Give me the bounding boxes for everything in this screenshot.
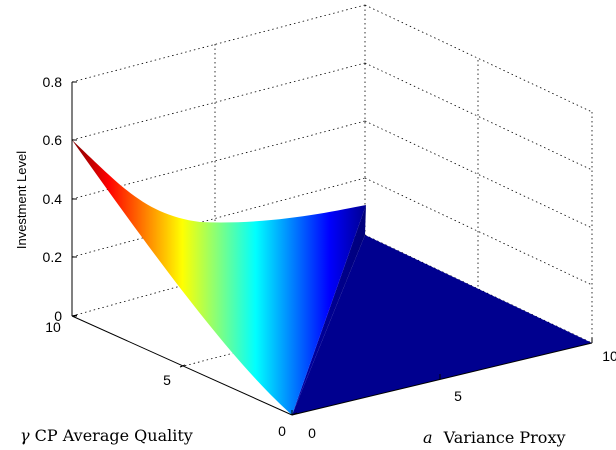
a-tick-label: 5: [454, 388, 462, 404]
grid-left-z-02: [71, 177, 366, 258]
a-tick-label: 0: [308, 425, 316, 441]
z-tick-label: 0.2: [43, 249, 63, 265]
grid-right-z-06: [364, 62, 593, 171]
gamma-tick-mark: [291, 412, 298, 416]
grid-right-z-04: [364, 120, 593, 229]
z-tick-label: 0.4: [43, 191, 63, 207]
gamma-tick-label: 5: [163, 372, 171, 388]
z-axis-label: Investment Level: [14, 151, 29, 249]
a-symbol: a: [423, 428, 433, 447]
surface-rising-sheet: [72, 140, 366, 415]
grid-right-z-00: [364, 234, 593, 344]
z-tick-label: 0.8: [43, 74, 63, 90]
a-tick-label: 10: [602, 348, 616, 364]
grid-left-z-08: [71, 4, 366, 83]
gamma-axis-label: γ CP Average Quality: [20, 426, 193, 445]
gamma-tick-label: 0: [278, 423, 286, 439]
surface-dark-floor: [292, 235, 592, 415]
gamma-tick-mark: [179, 364, 186, 368]
grid-right-z-08: [364, 4, 593, 113]
gamma-label-text: CP Average Quality: [35, 426, 193, 445]
gamma-axis-line: [71, 315, 293, 416]
a-axis-label: a Variance Proxy: [423, 428, 566, 447]
gamma-tick-label: 10: [45, 319, 61, 335]
a-ticks: 0 5 10: [291, 338, 616, 441]
surface: [72, 140, 592, 415]
gamma-tick-mark: [71, 314, 78, 317]
z-ticks: 0 0.2 0.4 0.6 0.8: [43, 74, 77, 324]
grid-left-z-06: [71, 62, 366, 141]
a-label-text: Variance Proxy: [443, 428, 566, 447]
z-tick-label: 0.6: [43, 132, 63, 148]
gamma-ticks: 0 5 10: [45, 314, 298, 439]
z-tick-label: 0: [54, 308, 62, 324]
gamma-symbol: γ: [20, 426, 30, 445]
a-axis-line: [291, 342, 593, 416]
grid-right-z-02: [364, 177, 593, 286]
